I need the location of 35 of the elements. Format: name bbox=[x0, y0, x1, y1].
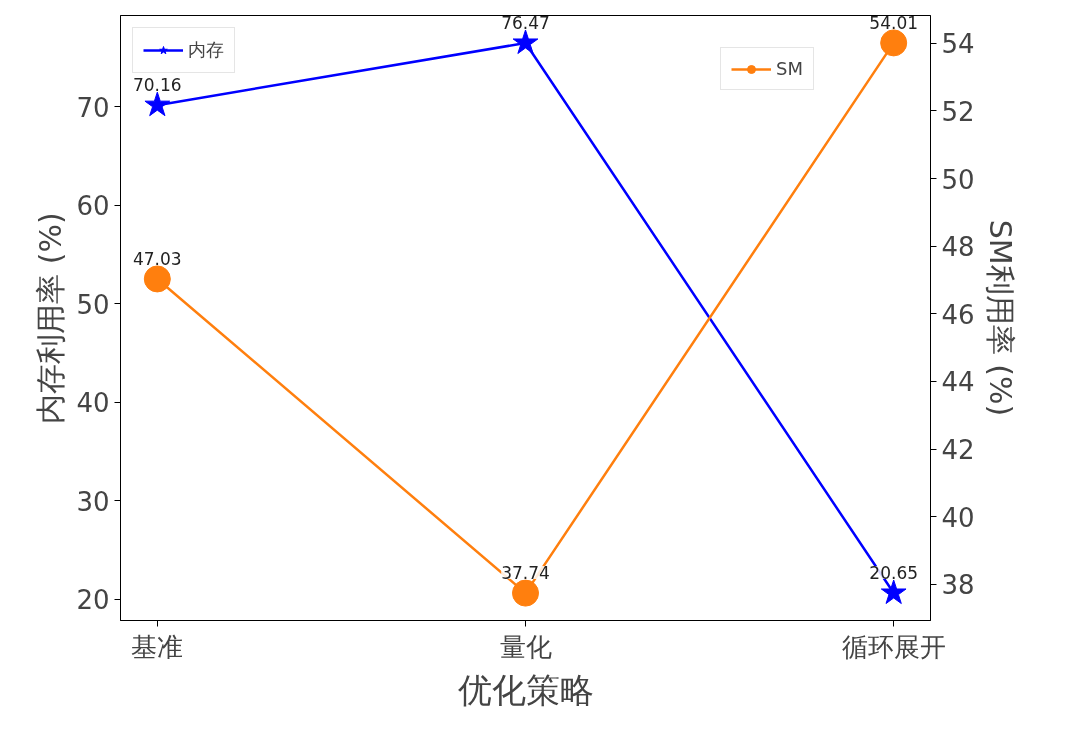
data-label: 70.16 bbox=[132, 75, 182, 96]
point bbox=[880, 29, 908, 57]
data-label: 54.01 bbox=[869, 12, 919, 33]
x-tick-label: 循环展开 bbox=[841, 631, 946, 662]
y2-tick-label: 44 bbox=[941, 367, 975, 398]
y2-tick-label: 54 bbox=[941, 29, 975, 60]
x-axis-title: 优化策略 bbox=[457, 669, 594, 710]
y-tick-label: 70 bbox=[76, 92, 110, 123]
y2-tick-label: 46 bbox=[941, 299, 975, 330]
y-tick-label: 50 bbox=[76, 289, 110, 320]
y2-axis-title: SM利用率 (%) bbox=[982, 219, 1018, 417]
data-label: 76.47 bbox=[501, 12, 550, 33]
point bbox=[512, 579, 539, 607]
legend-label: 内存 bbox=[188, 38, 224, 62]
y2-tick-label: 38 bbox=[941, 570, 975, 601]
x-tick-label: 基准 bbox=[131, 631, 184, 662]
y2-tick-label: 42 bbox=[941, 435, 975, 466]
y-tick-label: 20 bbox=[76, 585, 110, 616]
y2-tick-label: 52 bbox=[941, 96, 975, 127]
point bbox=[512, 29, 539, 55]
x-tick-label: 量化 bbox=[499, 631, 552, 662]
y-tick-label: 40 bbox=[76, 388, 110, 419]
legend-label: SM bbox=[776, 58, 803, 79]
point bbox=[143, 265, 171, 293]
y-axis-title: 内存利用率 (%) bbox=[33, 212, 69, 424]
y-tick-label: 30 bbox=[76, 486, 110, 517]
y2-tick-label: 40 bbox=[941, 502, 975, 533]
point bbox=[144, 91, 171, 117]
data-label: 37.74 bbox=[501, 563, 550, 584]
y2-tick-label: 48 bbox=[941, 232, 975, 263]
data-label: 47.03 bbox=[132, 248, 182, 269]
data-label: 20.65 bbox=[869, 563, 919, 584]
point bbox=[880, 579, 907, 605]
y2-tick-label: 50 bbox=[941, 164, 975, 195]
y-tick-label: 60 bbox=[76, 191, 110, 222]
